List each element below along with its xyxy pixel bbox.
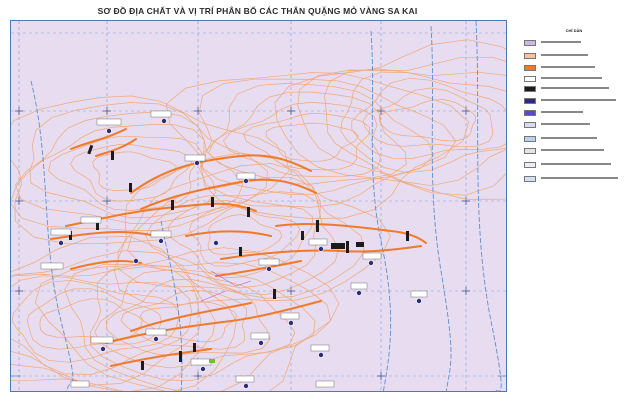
legend-item bbox=[521, 53, 627, 61]
drill-hole-icon bbox=[524, 98, 536, 104]
sample-labels bbox=[40, 110, 428, 388]
legend-text bbox=[541, 65, 595, 69]
contour-line bbox=[29, 124, 216, 219]
legend-item bbox=[521, 110, 627, 118]
contour-line bbox=[139, 301, 238, 343]
contour-line bbox=[11, 266, 202, 386]
contour-line-icon bbox=[524, 53, 536, 59]
legend-item bbox=[521, 148, 627, 156]
contour-line bbox=[92, 151, 177, 191]
trench-icon bbox=[524, 86, 536, 92]
contour-line bbox=[189, 206, 301, 267]
map-title: SƠ ĐỒ ĐỊA CHẤT VÀ VỊ TRÍ PHÂN BỐ CÁC THÂ… bbox=[97, 6, 418, 16]
contour-line bbox=[34, 247, 340, 391]
contour-line bbox=[11, 250, 216, 391]
boundary-icon bbox=[524, 76, 536, 82]
map-legend: CHỈ DẪN bbox=[521, 28, 627, 288]
contour-line bbox=[113, 152, 391, 306]
contour-line bbox=[207, 214, 283, 256]
contour-line bbox=[351, 77, 506, 159]
legend-item bbox=[521, 176, 627, 184]
road-icon bbox=[524, 148, 536, 154]
contour-line bbox=[48, 136, 203, 211]
contour-line bbox=[89, 264, 316, 382]
map-canvas bbox=[11, 21, 506, 391]
legend-text bbox=[541, 40, 581, 44]
contour-line bbox=[15, 111, 244, 224]
contour-line bbox=[39, 298, 143, 340]
drill-holes bbox=[58, 118, 422, 389]
contour-line bbox=[243, 113, 371, 171]
roads bbox=[200, 270, 252, 302]
contour-line bbox=[324, 68, 506, 187]
contour-line bbox=[11, 102, 268, 231]
contour-line bbox=[265, 122, 359, 162]
contour-line bbox=[274, 39, 506, 200]
contour-line bbox=[378, 99, 477, 142]
contour-line bbox=[202, 83, 435, 196]
contour-line bbox=[64, 262, 331, 391]
dotted-line-icon bbox=[524, 122, 536, 128]
contour-line bbox=[208, 91, 407, 185]
geological-map bbox=[10, 20, 507, 392]
legend-item bbox=[521, 40, 627, 48]
contour-line bbox=[362, 87, 494, 148]
sample-point-icon bbox=[524, 110, 536, 116]
contour-line bbox=[94, 269, 296, 369]
contour-line bbox=[26, 288, 162, 350]
legend-text bbox=[541, 122, 590, 126]
contour-line bbox=[11, 275, 192, 375]
legend-item bbox=[521, 76, 627, 84]
contour-line bbox=[117, 163, 365, 299]
legend-text bbox=[541, 136, 597, 140]
legend-text bbox=[541, 110, 583, 114]
legend-item bbox=[521, 122, 627, 130]
contour-line bbox=[11, 236, 237, 391]
pattern-swatch bbox=[524, 40, 536, 46]
contour-line bbox=[11, 279, 179, 363]
legend-item bbox=[521, 136, 627, 144]
legend-text bbox=[541, 98, 616, 102]
contour-line bbox=[11, 95, 290, 245]
contour-line bbox=[165, 72, 469, 219]
contour-line bbox=[105, 279, 271, 356]
contour-line bbox=[69, 144, 193, 202]
contour-line bbox=[198, 78, 456, 208]
legend-text bbox=[541, 148, 604, 152]
river-icon bbox=[524, 176, 536, 182]
legend-text bbox=[541, 176, 618, 180]
contour-line bbox=[127, 177, 339, 295]
contour-line bbox=[120, 289, 247, 350]
contour-line bbox=[145, 191, 321, 289]
legend-text bbox=[541, 53, 588, 57]
legend-item bbox=[521, 65, 627, 73]
stream-icon bbox=[524, 136, 536, 142]
contour-line bbox=[297, 56, 506, 196]
legend-text bbox=[541, 86, 609, 90]
legend-title: CHỈ DẪN bbox=[565, 28, 583, 33]
contour-line bbox=[340, 71, 506, 174]
legend-item bbox=[521, 162, 627, 170]
trenches bbox=[69, 144, 409, 370]
legend-text bbox=[541, 76, 602, 80]
green-marker bbox=[209, 359, 215, 363]
legend-text bbox=[541, 162, 611, 166]
legend-item bbox=[521, 98, 627, 106]
grid-icon bbox=[524, 162, 536, 168]
ore-body-icon bbox=[524, 65, 536, 71]
legend-item bbox=[521, 86, 627, 94]
